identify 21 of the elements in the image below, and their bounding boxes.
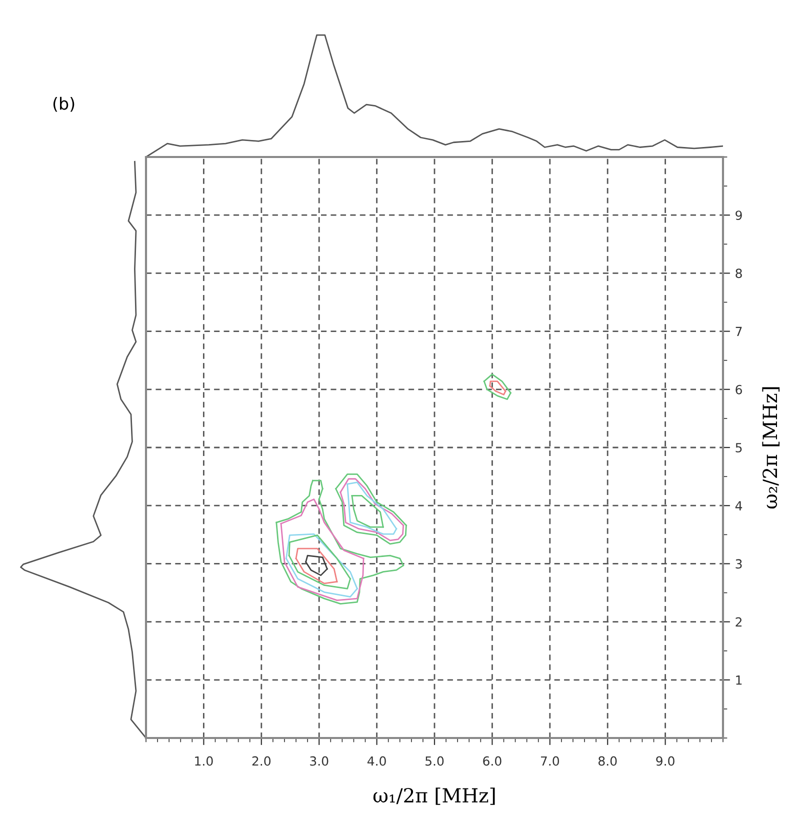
y-axis-title: ω₂/2π [MHz] [762,387,780,509]
y-tick-label: 7 [736,326,742,336]
x-tick-label: 3.0 [310,756,328,766]
x-tick-label: 4.0 [367,756,386,766]
x-tick-label: 2.0 [252,756,271,766]
x-axis-title: ω₁/2π [MHz] [373,788,495,805]
x-tick-label: 8.0 [598,756,617,766]
y-tick-label: 3 [736,559,742,569]
y-tick-label: 1 [736,676,742,685]
y-tick-label: 8 [736,268,742,278]
y-tick-label: 6 [736,384,742,394]
x-tick-label: 6.0 [483,756,502,766]
x-tick-label: 9.0 [656,756,674,766]
y-tick-label: 4 [735,501,742,510]
y-tick-label: 5 [736,443,742,452]
x-tick-label: 1.0 [195,756,213,766]
x-tick-label: 7.0 [540,756,560,766]
x-tick-label: 5.0 [426,756,444,766]
y-tick-label: 2 [736,617,742,627]
text: (b) [53,96,74,112]
y-tick-label: 9 [736,210,742,220]
